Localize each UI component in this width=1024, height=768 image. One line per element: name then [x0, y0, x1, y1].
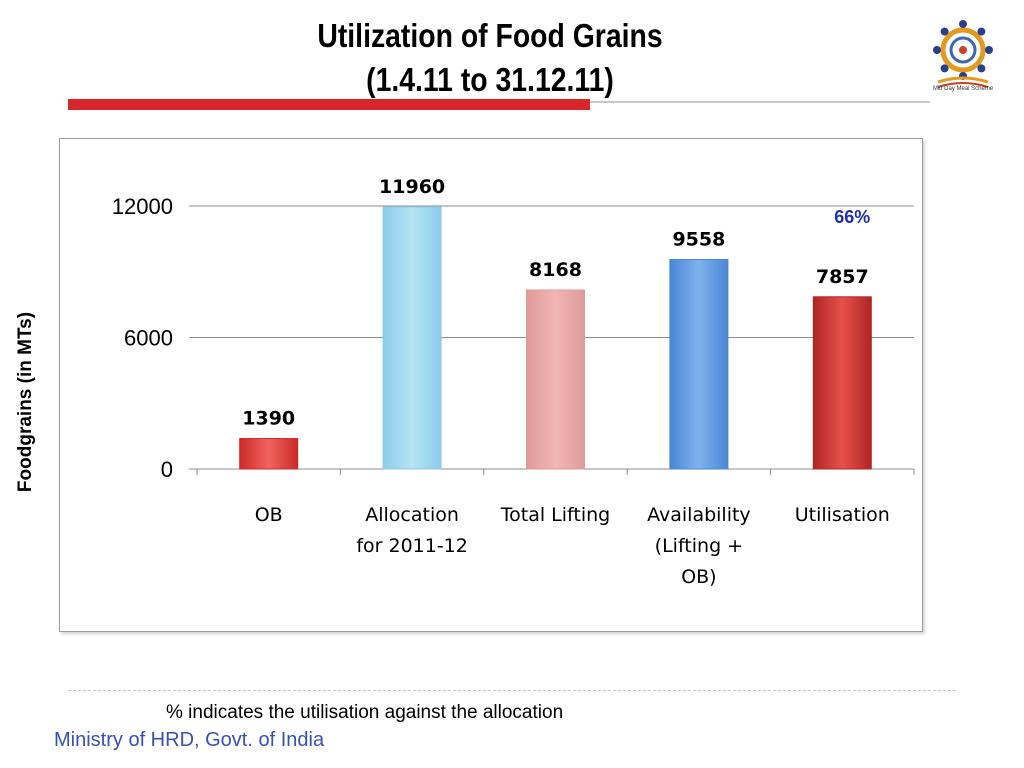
- x-category-label: Total Lifting: [500, 504, 610, 526]
- y-axis-label: Foodgrains (in MTs): [15, 311, 36, 493]
- mid-day-meal-logo-icon: [933, 20, 993, 88]
- percent-annotation: 66%: [834, 207, 870, 227]
- y-tick-label: 0: [161, 457, 173, 482]
- bar-value-label: 11960: [379, 176, 445, 198]
- bar: [669, 259, 729, 470]
- bars: [239, 206, 872, 470]
- bar: [526, 289, 585, 470]
- x-category-label: Allocation: [365, 504, 459, 526]
- page-title: Utilization of Food Grains (1.4.11 to 31…: [223, 14, 756, 102]
- x-category-label: OB: [255, 504, 283, 526]
- ministry-credit: Ministry of HRD, Govt. of India: [54, 729, 325, 751]
- title-rule: [590, 101, 930, 103]
- logo-caption: Mid Day Meal Scheme: [932, 86, 994, 92]
- footer-divider: [68, 690, 956, 691]
- bar: [812, 296, 872, 470]
- x-category-label: Availability: [647, 504, 751, 526]
- chart-frame: 0 6000 12000 1390 OB 11960 Allocation for 2011-…: [59, 138, 923, 632]
- x-category-label: Utilisation: [795, 504, 890, 526]
- bar: [382, 206, 442, 470]
- bar-value-label: 8168: [529, 259, 582, 281]
- y-tick-label: 12000: [112, 194, 173, 219]
- title-line-1: Utilization of Food Grains: [317, 17, 663, 54]
- bar-value-label: 9558: [672, 229, 725, 251]
- footnote: % indicates the utilisation against the …: [166, 702, 564, 723]
- x-category-label: OB): [681, 566, 716, 588]
- title-underline: [68, 99, 590, 110]
- bar: [239, 438, 299, 470]
- bar-value-label: 7857: [816, 266, 869, 288]
- title-line-2: (1.4.11 to 31.12.11): [366, 61, 614, 98]
- x-category-label: (Lifting +: [655, 535, 743, 557]
- x-category-label: for 2011-12: [356, 535, 468, 557]
- y-tick-label: 6000: [124, 326, 173, 351]
- labels: 0 6000 12000 1390 OB 11960 Allocation for 2011-…: [112, 176, 890, 588]
- bar-chart: 0 6000 12000 1390 OB 11960 Allocation for 2011-…: [112, 176, 915, 588]
- bar-value-label: 1390: [242, 408, 295, 430]
